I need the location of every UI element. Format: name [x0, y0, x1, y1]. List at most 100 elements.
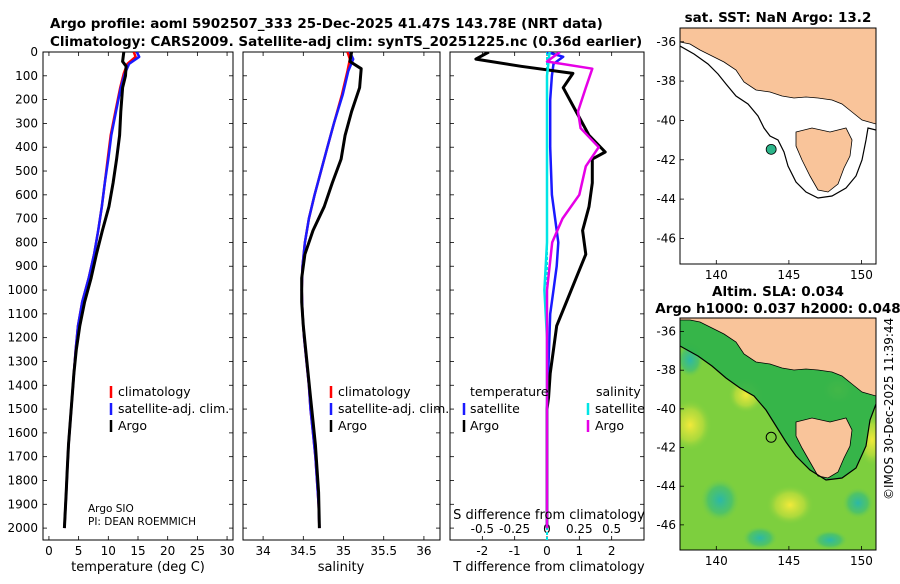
map-x-tick-label: 150 — [850, 554, 873, 568]
depth-tick-label: 100 — [15, 69, 38, 83]
s-tick-label: -0.5 — [471, 522, 494, 536]
legend-label-s-satellite: satellite — [595, 401, 645, 416]
legend-label-climatology: climatology — [118, 384, 191, 399]
map-y-tick-label: -38 — [656, 74, 676, 88]
map-top-contour — [680, 45, 876, 199]
depth-tick-label: 1500 — [7, 402, 38, 416]
series-line-t-argo — [474, 52, 607, 529]
legend-label-t-argo: Argo — [470, 418, 499, 433]
legend-label-climatology: climatology — [338, 384, 411, 399]
depth-tick-label: 500 — [15, 164, 38, 178]
map-bottom-title-2: Argo h1000: 0.037 h2000: 0.048 — [655, 301, 900, 317]
depth-tick-label: 1000 — [7, 283, 38, 297]
salinity-legend: climatology satellite-adj. clim. Argo — [329, 384, 449, 433]
figure-title-line-2: Climatology: CARS2009. Satellite-adj cli… — [50, 34, 642, 50]
series-line-s-argo — [545, 52, 600, 529]
x-tick-label: 2 — [608, 544, 616, 558]
x-tick-label: 0 — [45, 544, 53, 558]
map-top-title: sat. SST: NaN Argo: 13.2 — [685, 10, 872, 26]
map-top-mainland — [680, 28, 876, 125]
map-top-float-marker — [765, 143, 777, 155]
map-y-tick-label: -44 — [656, 192, 676, 206]
salinity-series — [300, 52, 363, 529]
sla-cool-anomaly — [842, 487, 874, 519]
depth-tick-label: 600 — [15, 188, 38, 202]
s-difference-axis-label: S difference from climatology — [453, 508, 645, 523]
s-tick-label: 0.5 — [602, 522, 621, 536]
map-top-tasmania — [795, 127, 853, 193]
map-y-tick-label: -38 — [656, 363, 676, 377]
depth-tick-label: 2000 — [7, 521, 38, 535]
sla-cool-anomaly — [812, 530, 848, 550]
series-line-t-satellite — [545, 52, 565, 529]
x-tick-label: 35 — [336, 544, 351, 558]
x-tick-label: 25 — [190, 544, 205, 558]
map-bottom-float-marker — [765, 431, 777, 443]
map-top-content — [680, 28, 876, 264]
difference-legend: temperature satellite Argo salinity sate… — [462, 384, 645, 433]
depth-tick-label: 900 — [15, 259, 38, 273]
sla-cool-anomaly — [742, 526, 778, 550]
x-tick-label: -1 — [509, 544, 521, 558]
x-tick-label: 36 — [416, 544, 431, 558]
map-y-tick-label: -42 — [656, 441, 676, 455]
depth-tick-label: 400 — [15, 140, 38, 154]
map-y-tick-label: -36 — [656, 35, 676, 49]
s-tick-label: -0.25 — [499, 522, 530, 536]
depth-tick-label: 1300 — [7, 354, 38, 368]
x-tick-label: 5 — [75, 544, 83, 558]
legend-label-s-argo: Argo — [595, 418, 624, 433]
map-bottom-axes: 140 145 150 -36 -38 -40 -42 -44 -46 — [656, 325, 873, 568]
series-line-argo — [300, 52, 363, 529]
map-top-frame — [679, 27, 877, 265]
map-y-tick-label: -36 — [656, 325, 676, 339]
temperature-legend: climatology satellite-adj. clim. Argo — [109, 384, 229, 433]
map-x-tick-label: 150 — [850, 268, 873, 282]
map-bottom-title-1: Altim. SLA: 0.034 — [712, 284, 844, 300]
map-y-tick-label: -46 — [656, 231, 676, 245]
salinity-x-axis: 34 34.5 35 35.5 36 — [255, 52, 432, 558]
depth-tick-label: 800 — [15, 235, 38, 249]
sla-warm-anomaly — [766, 485, 814, 525]
map-top-axes: 140 145 150 -36 -38 -40 -42 -44 -46 — [656, 35, 873, 282]
map-bottom-contour — [680, 345, 876, 481]
x-tick-label: 10 — [101, 544, 116, 558]
map-y-tick-label: -40 — [656, 402, 676, 416]
salinity-panel-frame — [242, 51, 441, 541]
salinity-axis-label: salinity — [318, 560, 365, 575]
imos-credit: ©IMOS 30-Dec-2025 11:39:44 — [882, 318, 896, 500]
depth-tick-label: 1200 — [7, 331, 38, 345]
s-tick-label: 0.25 — [566, 522, 593, 536]
depth-tick-label: 1900 — [7, 497, 38, 511]
legend-label-t-satellite: satellite — [470, 401, 520, 416]
difference-series — [474, 52, 607, 540]
figure-title-line-1: Argo profile: aoml 5902507_333 25-Dec-20… — [50, 16, 603, 32]
map-x-tick-label: 145 — [777, 554, 800, 568]
map-bottom-tasmania — [795, 417, 853, 479]
legend-title-salinity: salinity — [596, 384, 641, 399]
x-tick-label: 30 — [219, 544, 234, 558]
depth-tick-label: 300 — [15, 116, 38, 130]
legend-title-temperature: temperature — [470, 384, 549, 399]
depth-tick-label: 1400 — [7, 378, 38, 392]
map-y-tick-label: -42 — [656, 153, 676, 167]
temperature-axis-label: temperature (deg C) — [71, 560, 205, 575]
map-bottom-mainland — [680, 318, 876, 397]
temperature-panel-frame — [42, 51, 234, 541]
depth-tick-label: 1600 — [7, 426, 38, 440]
depth-tick-label: 1700 — [7, 450, 38, 464]
x-tick-label: 15 — [130, 544, 145, 558]
sla-warm-anomaly — [680, 399, 712, 451]
x-tick-label: 34.5 — [290, 544, 317, 558]
annotation-pi: PI: DEAN ROEMMICH — [88, 516, 196, 528]
map-y-tick-label: -46 — [656, 518, 676, 532]
x-tick-label: 35.5 — [370, 544, 397, 558]
x-tick-label: -2 — [476, 544, 488, 558]
depth-tick-label: 1100 — [7, 307, 38, 321]
depth-tick-label: 0 — [30, 45, 38, 59]
map-y-tick-label: -44 — [656, 479, 676, 493]
map-bottom-frame — [679, 317, 877, 551]
x-tick-label: 20 — [160, 544, 175, 558]
